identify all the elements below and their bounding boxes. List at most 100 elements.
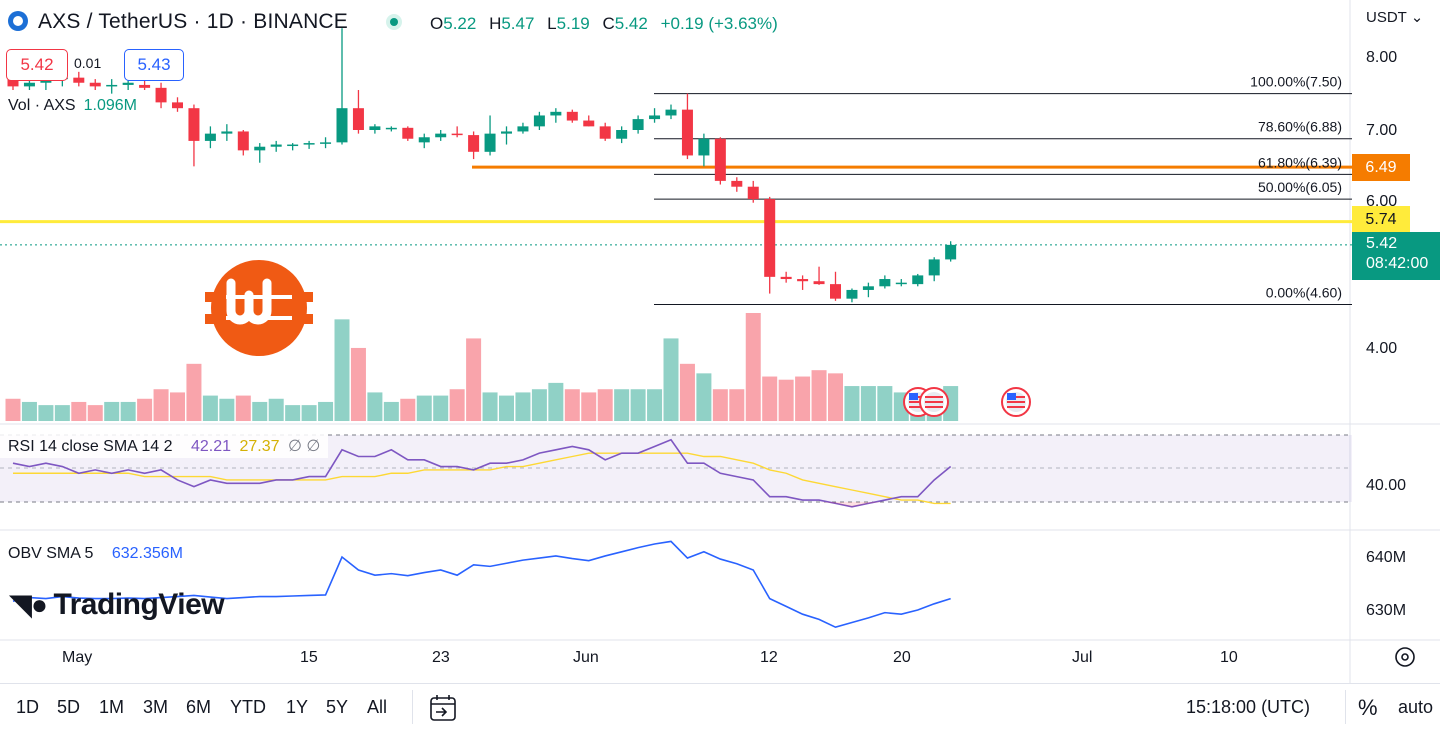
timeframe-ytd[interactable]: YTD: [230, 697, 266, 717]
brand-logo-icon: [205, 260, 313, 356]
candles[interactable]: [7, 28, 957, 303]
volume-bar: [679, 363, 695, 421]
candle-body: [385, 127, 397, 130]
timeframe-all[interactable]: All: [367, 697, 388, 717]
obv-legend[interactable]: OBV SMA 5 632.356M: [8, 545, 183, 563]
volume-bar: [548, 382, 564, 421]
volume-bar: [416, 395, 432, 421]
volume-bar: [318, 401, 334, 421]
candle-body: [270, 144, 282, 147]
fib-level-label: 61.80%(6.39): [1258, 154, 1342, 170]
obv-line: [12, 540, 951, 629]
volume-bar: [614, 389, 630, 421]
fib-level-label: 50.00%(6.05): [1258, 179, 1342, 195]
volume-bar: [515, 392, 531, 421]
candle-body: [583, 120, 595, 127]
volume-bar: [663, 338, 679, 421]
tradingview-logo-icon: ◥●: [10, 589, 48, 620]
timeframe-5y[interactable]: 5Y: [326, 697, 349, 717]
time-axis-label: 23: [432, 649, 450, 666]
bottom-toolbar: [0, 683, 1440, 732]
time-axis-label: 20: [893, 649, 911, 666]
candle-body: [204, 133, 216, 141]
volume-bar: [795, 376, 811, 421]
timeframe-1m[interactable]: 1M: [99, 697, 125, 717]
candle-body: [23, 82, 35, 87]
candle-body: [369, 126, 381, 130]
low-label: L: [547, 14, 557, 33]
price-chart[interactable]: 100.00%(7.50) 78.60%(6.88) 61.80%(6.39) 50.…: [0, 0, 1440, 683]
candle-body: [764, 199, 776, 277]
volume-bar: [630, 389, 646, 421]
rsi-axis-label: 40.00: [1366, 477, 1407, 494]
volume-legend[interactable]: Vol · AXS 1.096M: [8, 97, 137, 115]
candle-body: [435, 133, 447, 138]
obv-axis-label: 640M: [1366, 549, 1407, 566]
volume-bar: [285, 405, 301, 421]
volume-bar: [877, 386, 893, 421]
sell-button[interactable]: 5.42: [6, 49, 68, 81]
us-event-flag-icon[interactable]: [1001, 387, 1031, 417]
symbol-title[interactable]: AXS / TetherUS · 1D · BINANCE: [38, 10, 349, 33]
us-event-flag-icon[interactable]: [919, 387, 949, 417]
buy-button[interactable]: 5.43: [124, 49, 184, 81]
percent-scale-toggle[interactable]: %: [1358, 695, 1378, 720]
volume-bar: [778, 379, 794, 421]
candle-body: [352, 108, 364, 130]
timeframe-1d[interactable]: 1D: [16, 697, 40, 717]
volume-bar: [433, 395, 449, 421]
obv-axis-label: 630M: [1366, 602, 1407, 619]
fib-level-label: 78.60%(6.88): [1258, 119, 1342, 135]
timeframe-3m[interactable]: 3M: [143, 697, 169, 717]
candle-body: [945, 244, 957, 260]
candle-body: [517, 126, 529, 132]
tradingview-watermark[interactable]: ◥● TradingView: [10, 588, 225, 622]
volume-bar: [202, 395, 218, 421]
timeframe-6m[interactable]: 6M: [186, 697, 212, 717]
gear-icon[interactable]: [1395, 647, 1415, 667]
timeframe-5d[interactable]: 5D: [57, 697, 81, 717]
volume-bar: [860, 386, 876, 421]
volume-bar: [745, 313, 761, 421]
price-axis-label: 8.00: [1366, 49, 1398, 66]
fib-level-label: 100.00%(7.50): [1250, 74, 1342, 90]
candle-body: [237, 131, 249, 151]
candle-body: [731, 180, 743, 187]
open-value: 5.22: [443, 14, 477, 33]
price-axis-label: 7.00: [1366, 122, 1398, 139]
volume-bar: [137, 398, 153, 421]
horizontal-lines[interactable]: [0, 165, 1352, 246]
candle-body: [813, 281, 825, 285]
go-to-date-icon[interactable]: [428, 693, 458, 723]
orange-line-price-tag: 6.49: [1352, 154, 1410, 181]
volume-bar: [762, 376, 778, 421]
utc-clock[interactable]: 15:18:00 (UTC): [1186, 697, 1311, 717]
rsi-ma-line: [13, 452, 951, 505]
rsi-value: 42.21: [190, 438, 232, 455]
rsi-legend-label: RSI 14 close SMA 14 2: [8, 438, 173, 455]
auto-scale-toggle[interactable]: auto: [1398, 697, 1434, 717]
volume-bar: [120, 401, 136, 421]
candle-body: [320, 142, 332, 144]
volume-bar: [71, 401, 87, 421]
volume-bar: [5, 398, 21, 421]
price-axis-label: 4.00: [1366, 340, 1398, 357]
candle-body: [7, 79, 19, 87]
obv-indicator: [12, 540, 951, 629]
candle-body: [681, 109, 693, 156]
open-label: O: [430, 14, 444, 33]
volume-bar: [104, 401, 120, 421]
time-axis-label: 10: [1220, 649, 1238, 666]
fibonacci-retracement[interactable]: 100.00%(7.50) 78.60%(6.88) 61.80%(6.39) 50.…: [654, 74, 1352, 305]
volume-bar: [564, 389, 580, 421]
currency-selector[interactable]: USDT ⌄: [1366, 9, 1424, 26]
candle-body: [155, 87, 167, 103]
volume-bar: [170, 392, 185, 421]
candle-body: [780, 276, 792, 280]
rsi-legend[interactable]: RSI 14 close SMA 14 2 42.21 27.37 ∅ ∅: [0, 434, 329, 458]
rsi-indicator: [12, 438, 952, 508]
spread-value: 0.01: [74, 55, 102, 71]
change-value: +0.19 (+3.63%): [660, 14, 778, 33]
volume-bar: [466, 338, 482, 421]
timeframe-1y[interactable]: 1Y: [286, 697, 309, 717]
